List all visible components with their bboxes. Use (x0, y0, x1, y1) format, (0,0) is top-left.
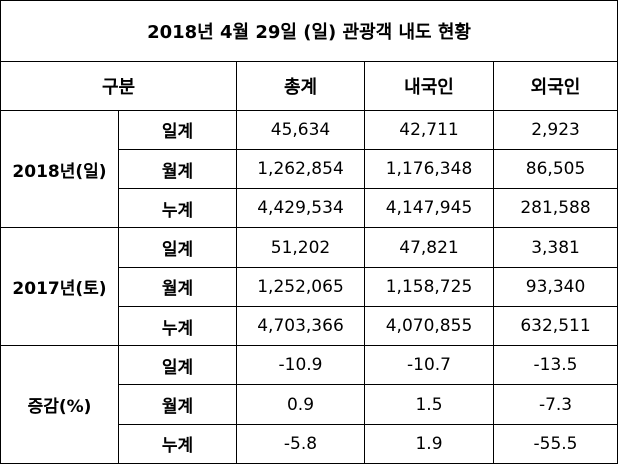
data-row: 월계 1,262,854 1,176,348 86,505 (1, 148, 618, 190)
value-cell: 1,158,725 (364, 266, 494, 307)
row-label: 일계 (118, 227, 237, 268)
value-cell: -10.9 (236, 345, 365, 386)
row-label: 누계 (118, 188, 237, 229)
value-cell: 1,252,065 (236, 266, 365, 307)
row-label: 월계 (118, 148, 237, 190)
value-cell: 0.9 (236, 384, 365, 425)
value-cell: 3,381 (492, 227, 618, 268)
data-row: 2018년(일) 일계 45,634 42,711 2,923 (0, 109, 618, 229)
data-row: 증감(%) 일계 -10.9 -10.7 -13.5 (0, 345, 618, 464)
row-label: 누계 (118, 305, 237, 347)
value-cell: 51,202 (236, 227, 365, 268)
table-body: 2018년(일) 일계 45,634 42,711 2,923 월계 1,262,854 1,… (0, 109, 618, 465)
value-cell: 1,176,348 (364, 148, 494, 190)
group-label: 2018년(일) (0, 109, 119, 229)
value-cell: 47,821 (364, 227, 494, 268)
value-cell: -5.8 (236, 423, 365, 465)
value-cell: -7.3 (492, 384, 618, 425)
title: 2018년 4월 29일 (일) 관광객 내도 현황 (0, 0, 618, 63)
data-row: 누계 4,703,366 4,070,855 632,511 (1, 305, 618, 347)
value-cell: 632,511 (492, 305, 618, 347)
data-row: 2017년(토) 일계 51,202 47,821 3,381 (0, 227, 618, 347)
value-cell: -10.7 (364, 345, 494, 386)
row-label: 월계 (118, 266, 237, 307)
value-cell: 1.5 (364, 384, 494, 425)
value-cell: 4,147,945 (364, 188, 494, 229)
value-cell: 45,634 (236, 109, 365, 150)
data-row: 누계 -5.8 1.9 -55.5 (1, 423, 618, 465)
title-row: 2018년 4월 29일 (일) 관광객 내도 현황 (0, 0, 618, 63)
value-cell: 4,070,855 (364, 305, 494, 347)
value-cell: 42,711 (364, 109, 494, 150)
row-label: 누계 (118, 423, 237, 465)
group-label: 2017년(토) (0, 227, 119, 347)
data-row: 월계 1,252,065 1,158,725 93,340 (1, 266, 618, 307)
header-cell: 총계 (236, 61, 365, 111)
header-cell: 외국인 (492, 61, 618, 111)
header-cell: 내국인 (364, 61, 494, 111)
header-row: 구분 총계 내국인 외국인 (0, 61, 618, 111)
value-cell: 2,923 (492, 109, 618, 150)
group-label: 증감(%) (0, 345, 119, 464)
value-cell: -13.5 (492, 345, 618, 386)
row-label: 일계 (118, 109, 237, 150)
header-cell: 구분 (0, 61, 237, 111)
data-row: 누계 4,429,534 4,147,945 281,588 (1, 188, 618, 229)
value-cell: 4,429,534 (236, 188, 365, 229)
value-cell: 1.9 (364, 423, 494, 465)
row-label: 월계 (118, 384, 237, 425)
data-row: 월계 0.9 1.5 -7.3 (1, 384, 618, 425)
value-cell: 1,262,854 (236, 148, 365, 190)
value-cell: 4,703,366 (236, 305, 365, 347)
row-label: 일계 (118, 345, 237, 386)
value-cell: 281,588 (492, 188, 618, 229)
value-cell: 93,340 (492, 266, 618, 307)
value-cell: 86,505 (492, 148, 618, 190)
value-cell: -55.5 (492, 423, 618, 465)
